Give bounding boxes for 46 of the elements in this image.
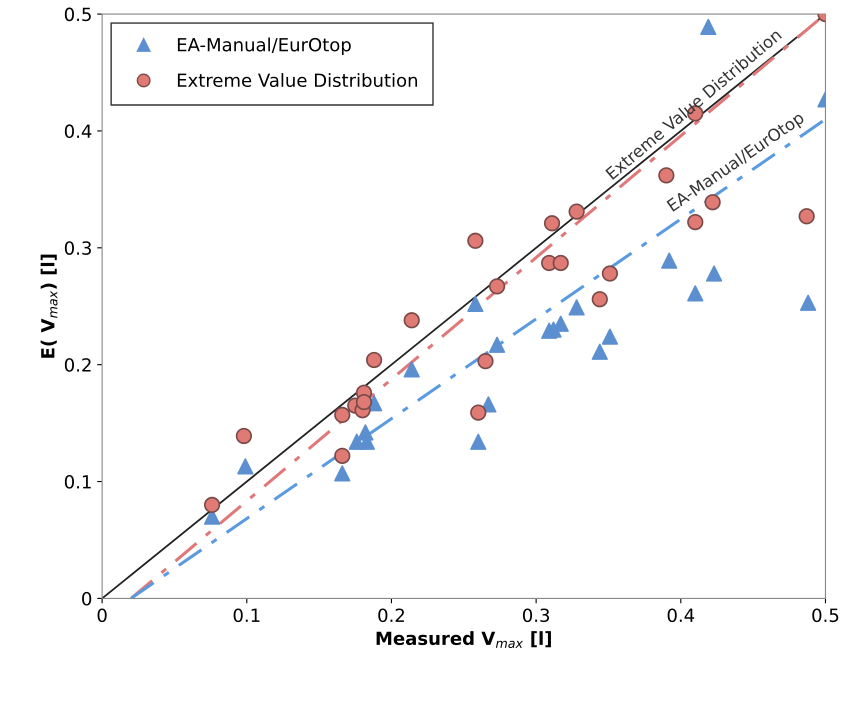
- point: [334, 448, 350, 464]
- point: [467, 232, 484, 249]
- point: [204, 496, 220, 514]
- y-tick-label: 0: [82, 592, 92, 606]
- point: [800, 294, 816, 311]
- point: [488, 336, 506, 353]
- x-tick-label: 0.5: [812, 608, 838, 622]
- y-tick-label: 0.3: [64, 241, 91, 255]
- point: [568, 299, 585, 316]
- y-tick-label: 0.5: [64, 8, 91, 22]
- point: [477, 353, 494, 370]
- point: [488, 278, 506, 294]
- point: [602, 328, 618, 345]
- point: [356, 394, 372, 410]
- x-axis-title: Measured V$_{max}$ [l]: [376, 631, 551, 648]
- y-tick-label: 0.4: [64, 124, 92, 138]
- point: [467, 296, 484, 312]
- point: [592, 344, 608, 360]
- point: [470, 404, 486, 421]
- point: [592, 291, 608, 308]
- x-tick-label: 0.1: [234, 608, 260, 622]
- x-tick-label: 0.4: [668, 608, 694, 622]
- point: [706, 265, 722, 282]
- point: [687, 214, 704, 230]
- point: [687, 285, 704, 302]
- point: [568, 203, 585, 220]
- point: [334, 465, 350, 482]
- point: [661, 252, 678, 269]
- y-tick-label: 0.1: [64, 474, 91, 489]
- legend-label: Extreme Value Distribution: [178, 73, 418, 88]
- x-tick-label: 0: [98, 608, 107, 622]
- point: [334, 406, 350, 424]
- y-tick-label: 0.2: [64, 358, 91, 372]
- point: [552, 254, 569, 272]
- point: [366, 352, 382, 368]
- legend-label: EA-Manual/EurOtop: [178, 38, 351, 56]
- point: [237, 458, 254, 474]
- point: [602, 265, 618, 282]
- x-tick-label: 0.2: [378, 608, 404, 622]
- point: [404, 312, 420, 328]
- point: [236, 428, 252, 444]
- point: [544, 215, 560, 232]
- point: [404, 361, 420, 378]
- x-tick-label: 0.3: [522, 608, 550, 622]
- y-axis-title: E( V$_{max}$) [l]: [40, 254, 58, 358]
- point: [470, 434, 486, 450]
